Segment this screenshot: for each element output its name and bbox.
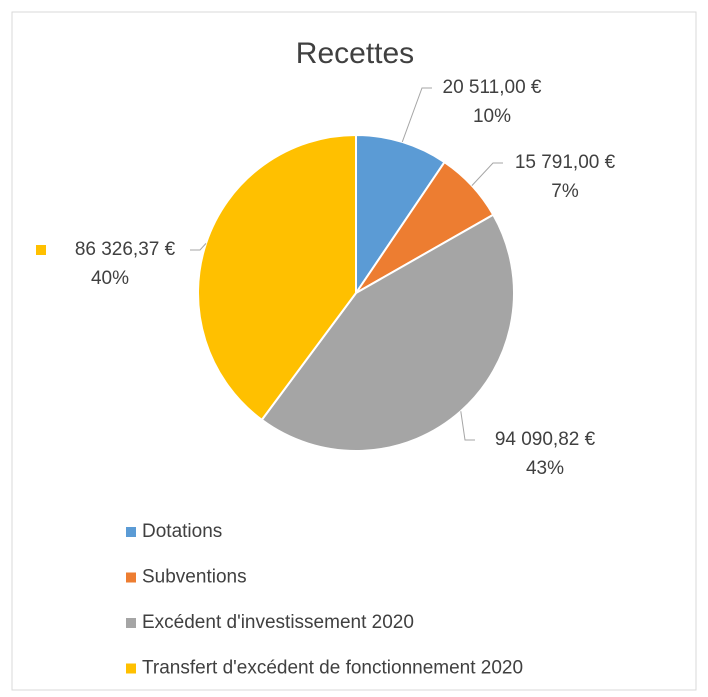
legend-swatch: [126, 572, 136, 583]
percent-label: 7%: [551, 181, 579, 202]
legend-label: Dotations: [142, 521, 222, 542]
value-label: 94 090,82 €: [495, 429, 596, 450]
percent-label: 10%: [473, 106, 511, 127]
leader-line: [460, 411, 475, 441]
pie-slice: [355, 133, 446, 297]
legend-swatch: [126, 527, 136, 537]
percent-label: 43%: [526, 458, 564, 479]
leader-line: [401, 87, 432, 143]
legend-label: Excédent d'investissement 2020: [142, 612, 414, 633]
legend-swatch: [126, 663, 136, 674]
legend-label: Transfert d'excédent de fonctionnement 2…: [142, 658, 523, 679]
value-label: 86 326,37 €: [75, 239, 176, 260]
label-key: [36, 245, 46, 255]
value-label: 15 791,00 €: [515, 152, 616, 173]
value-label: 20 511,00 €: [443, 77, 542, 98]
leader-line: [471, 162, 503, 186]
percent-label: 40%: [91, 268, 129, 289]
legend-label: Subventions: [142, 567, 247, 588]
pie-slice: [260, 213, 515, 452]
legend-swatch: [126, 618, 136, 628]
leader-line: [190, 243, 207, 251]
chart-title: Recettes: [296, 37, 414, 70]
